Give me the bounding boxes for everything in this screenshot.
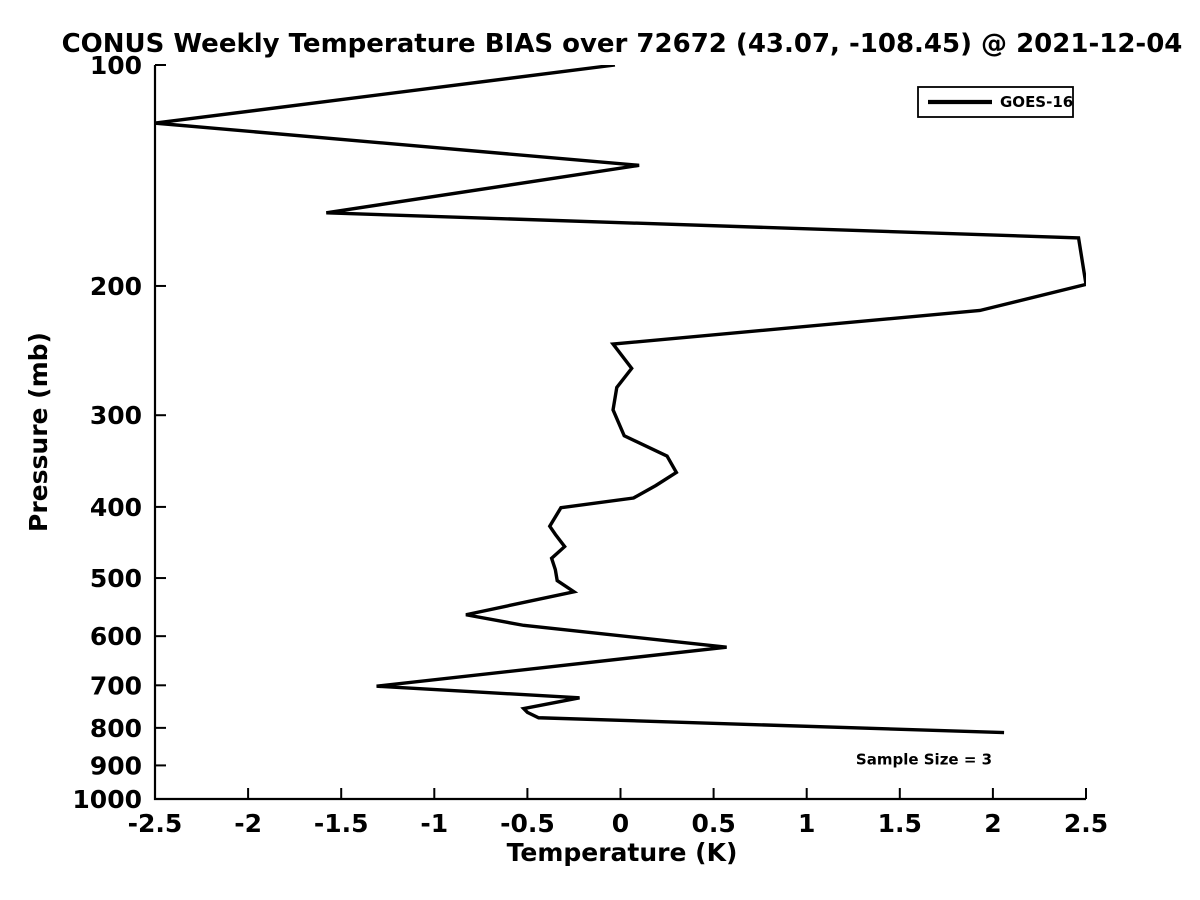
x-tick-label: 2: [984, 809, 1001, 838]
plot-axes-frame: [153, 65, 1086, 801]
y-tick-label: 500: [90, 564, 142, 593]
legend[interactable]: GOES-16: [917, 86, 1074, 118]
x-tick-label: 0.5: [691, 809, 735, 838]
x-axis-title: Temperature (K): [507, 838, 738, 867]
x-tick-label: 0: [612, 809, 629, 838]
x-tick-label: 1.5: [878, 809, 922, 838]
x-tick-label: 1: [798, 809, 815, 838]
y-tick-label: 600: [90, 622, 142, 651]
y-tick-label: 200: [90, 272, 142, 301]
x-tick-label: -0.5: [500, 809, 555, 838]
x-tick-label: -2.5: [128, 809, 183, 838]
y-tick-label: 700: [90, 671, 142, 700]
y-axis-ticks: 100 200 300 400 500 600 700 800 900 1000: [72, 51, 166, 814]
sample-size-annotation: Sample Size = 3: [856, 750, 992, 768]
x-tick-label: -1: [420, 809, 448, 838]
y-tick-label: 100: [90, 51, 142, 80]
legend-label-goes-16: GOES-16: [1000, 93, 1073, 111]
x-axis-ticks: -2.5 -2 -1.5 -1 -0.5 0 0.5 1 1.5 2 2.5: [128, 788, 1108, 838]
annotations-group: Sample Size = 3: [856, 750, 992, 768]
y-tick-label: 400: [90, 493, 142, 522]
y-axis-title: Pressure (mb): [24, 332, 53, 532]
y-tick-label: 900: [90, 751, 142, 780]
data-series-group: [155, 65, 1086, 735]
axis-spine: [153, 65, 1086, 801]
x-tick-label: -2: [234, 809, 262, 838]
x-tick-label: 2.5: [1064, 809, 1108, 838]
x-tick-label: -1.5: [314, 809, 369, 838]
y-tick-label: 300: [90, 401, 142, 430]
page-title: CONUS Weekly Temperature BIAS over 72672…: [62, 29, 1183, 59]
y-tick-label: 800: [90, 714, 142, 743]
series-line-goes-16: [155, 65, 1086, 735]
y-tick-label: 1000: [72, 785, 142, 814]
